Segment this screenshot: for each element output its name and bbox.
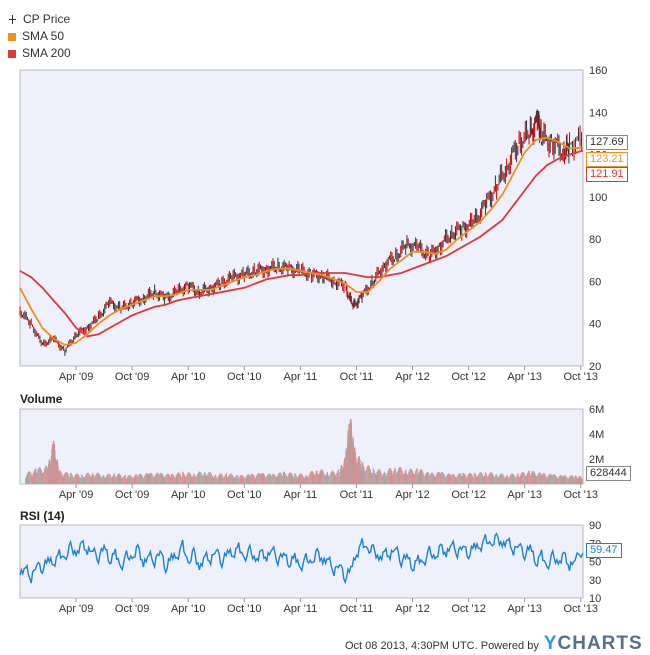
rsi-y-tick-label: 50 [589, 557, 601, 569]
legend-label-sma50: SMA 50 [22, 29, 65, 43]
rsi-line [19, 532, 584, 585]
legend-item-sma50[interactable]: SMA 50 [8, 28, 71, 45]
volume-x-tick-label: Oct '10 [227, 489, 262, 501]
rsi-x-tick-label: Oct '10 [227, 603, 262, 615]
volume-x-tick-label: Apr '12 [395, 489, 430, 501]
price-x-tick-label: Oct '09 [115, 371, 150, 383]
sma50-line [19, 136, 584, 346]
sma200-line [19, 149, 584, 338]
price-y-tick-label: 40 [589, 319, 601, 331]
ycharts-logo[interactable]: YCHARTS [544, 633, 643, 655]
sma200-last-tag: 121.91 [586, 167, 628, 182]
sma50-last-tag: 123.21 [586, 152, 628, 167]
price-x-tick-label: Apr '10 [171, 371, 206, 383]
price-x-tick-label: Oct '13 [563, 371, 598, 383]
price-x-tick-label: Apr '12 [395, 371, 430, 383]
volume-x-tick-label: Oct '11 [340, 489, 374, 501]
price-x-tick-label: Oct '11 [340, 371, 374, 383]
rsi-y-tick-label: 30 [589, 575, 601, 587]
volume-panel: 2M 4M 6M Apr '09 Oct '09 Apr '10 Oct '10 Apr '1… [19, 404, 604, 501]
rsi-last-tag: 59.47 [586, 543, 622, 558]
price-y-tick-label: 140 [589, 107, 607, 119]
price-y-tick-label: 160 [589, 65, 607, 77]
price-x-tick-label: Oct '10 [227, 371, 262, 383]
legend-item-price[interactable]: CP Price [8, 11, 71, 28]
volume-x-tick-label: Apr '09 [59, 489, 94, 501]
sma200-swatch-icon [8, 49, 16, 58]
footer: Oct 08 2013, 4:30PM UTC. Powered by YCHA… [345, 633, 643, 655]
rsi-x-tick-label: Apr '11 [284, 603, 318, 615]
rsi-x-tick-label: Oct '12 [451, 603, 486, 615]
price-y-tick-label: 20 [589, 361, 601, 373]
price-plot-area [19, 69, 584, 367]
volume-x-tick-label: Apr '11 [284, 489, 318, 501]
price-last-tag: 127.69 [586, 135, 628, 150]
rsi-title: RSI (14) [20, 509, 65, 523]
rsi-x-tick-label: Apr '10 [171, 603, 206, 615]
legend-label-sma200: SMA 200 [22, 46, 71, 60]
volume-x-tick-label: Apr '10 [171, 489, 206, 501]
price-y-tick-label: 60 [589, 276, 601, 288]
price-x-tick-label: Oct '12 [451, 371, 486, 383]
volume-y-tick-label: 4M [589, 429, 604, 441]
rsi-x-tick-label: Apr '13 [507, 603, 542, 615]
price-y-tick-label: 80 [589, 234, 601, 246]
price-y-tick-label: 100 [589, 192, 607, 204]
price-ohlc-icon [8, 15, 17, 24]
volume-x-tick-label: Oct '09 [115, 489, 150, 501]
rsi-x-tick-label: Oct '11 [340, 603, 374, 615]
legend-item-sma200[interactable]: SMA 200 [8, 45, 71, 62]
volume-x-tick-label: Oct '12 [451, 489, 486, 501]
rsi-plot-area [19, 524, 584, 599]
ycharts-logo-y: Y [543, 633, 558, 654]
volume-x-tick-label: Oct '13 [563, 489, 598, 501]
rsi-y-tick-label: 10 [589, 593, 601, 605]
price-x-tick-label: Apr '09 [59, 371, 94, 383]
legend-label-price: CP Price [23, 12, 71, 26]
volume-title: Volume [20, 392, 63, 406]
legend: CP Price SMA 50 SMA 200 [8, 11, 71, 62]
rsi-x-tick-label: Oct '13 [563, 603, 598, 615]
rsi-x-tick-label: Apr '09 [59, 603, 94, 615]
volume-plot-area [19, 408, 584, 485]
rsi-y-tick-label: 90 [589, 520, 601, 532]
sma50-swatch-icon [8, 32, 16, 41]
ycharts-logo-text: CHARTS [557, 633, 643, 654]
volume-y-tick-label: 2M [589, 454, 604, 466]
rsi-x-tick-label: Oct '09 [115, 603, 150, 615]
volume-x-tick-label: Apr '13 [507, 489, 542, 501]
volume-last-tag: 628444 [586, 466, 631, 481]
price-x-tick-label: Apr '13 [507, 371, 542, 383]
rsi-x-tick-label: Apr '12 [395, 603, 430, 615]
volume-y-tick-label: 6M [589, 404, 604, 416]
footer-timestamp: Oct 08 2013, 4:30PM UTC. Powered by [345, 640, 539, 652]
price-x-tick-label: Apr '11 [284, 371, 318, 383]
